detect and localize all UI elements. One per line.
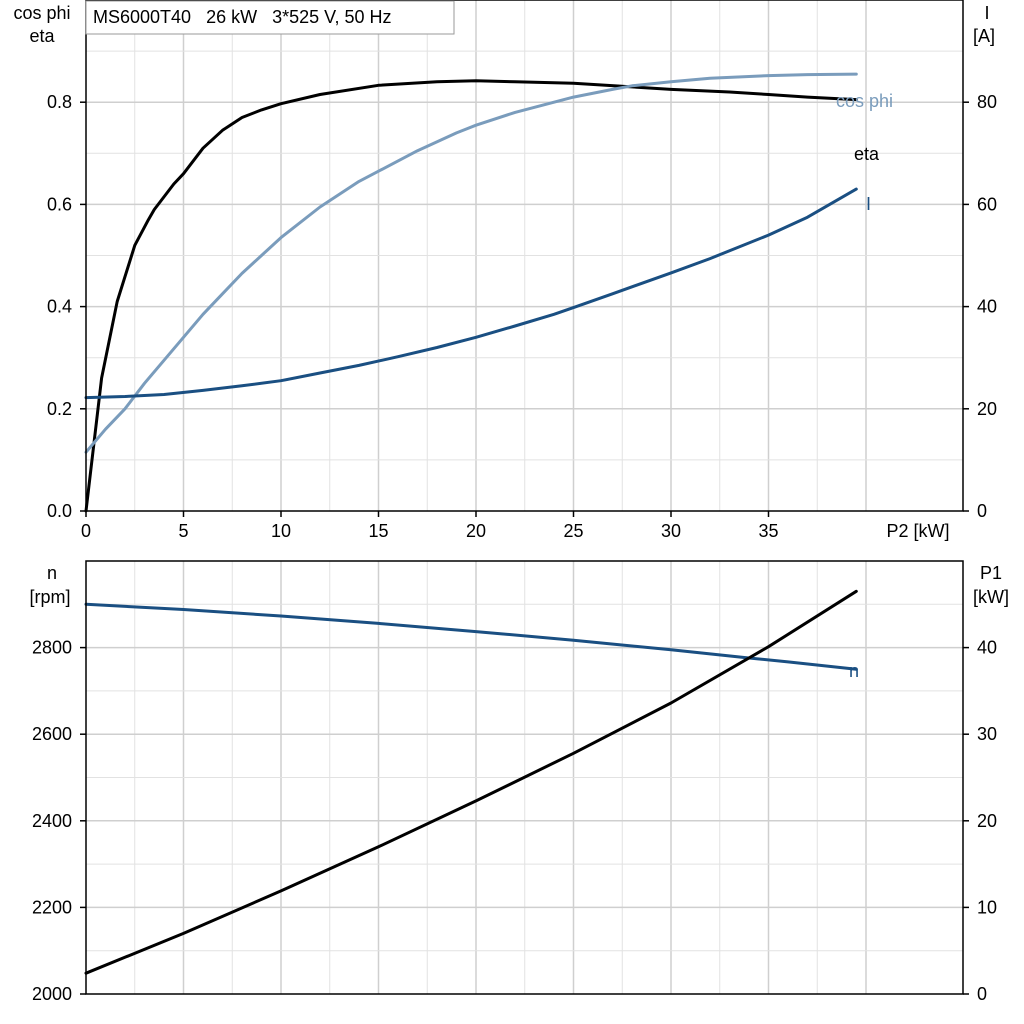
top-left-axis-label-line2: eta <box>29 26 55 46</box>
bot-right-tick-label: 30 <box>977 724 997 744</box>
top-left-tick-label: 0.6 <box>47 194 72 214</box>
bot-right-tick-label: 0 <box>977 984 987 1004</box>
top-left-tick-label: 0.8 <box>47 92 72 112</box>
top-right-tick-label: 0 <box>977 501 987 521</box>
series-label-cos-phi: cos phi <box>836 91 893 111</box>
bot-right-tick-label: 10 <box>977 897 997 917</box>
top-x-tick-label: 20 <box>466 521 486 541</box>
top-x-axis-label: P2 [kW] <box>886 521 949 541</box>
top-x-tick-label: 0 <box>81 521 91 541</box>
top-left-tick-label: 0.0 <box>47 501 72 521</box>
top-left-axis-ticks: 0.0 0.2 0.4 0.6 0.8 <box>47 92 86 521</box>
bot-left-tick-label: 2600 <box>32 724 72 744</box>
bottom-chart-frame <box>85 560 964 995</box>
bottom-right-axis-label-line1: P1 <box>980 563 1002 583</box>
bottom-chart-grid <box>86 561 963 994</box>
bot-right-tick-label: 40 <box>977 638 997 658</box>
series-label-eta: eta <box>854 144 880 164</box>
bottom-left-axis-label-line2: [rpm] <box>29 587 70 607</box>
top-right-tick-label: 60 <box>977 194 997 214</box>
top-right-tick-label: 40 <box>977 297 997 317</box>
top-x-tick-label: 25 <box>563 521 583 541</box>
chart-title: MS6000T40 26 kW 3*525 V, 50 Hz <box>93 7 392 27</box>
top-right-axis-label-line1: I <box>984 3 989 23</box>
series-line-i <box>84 187 858 400</box>
chart-title-box <box>85 0 455 35</box>
series-line-eta <box>84 79 858 513</box>
top-chart-series <box>84 72 858 513</box>
bot-left-tick-label: 2400 <box>32 811 72 831</box>
bottom-left-axis-label-line1: n <box>47 563 57 583</box>
top-chart-grid <box>86 0 963 511</box>
series-line-n <box>84 602 858 671</box>
top-x-axis-ticks: 0 5 10 15 20 25 30 35 <box>81 511 779 541</box>
bottom-chart-panel: 2000 2200 2400 2600 2800 0 10 20 30 40 n [rpm] P… <box>29 560 1009 1004</box>
bot-right-tick-label: 20 <box>977 811 997 831</box>
top-x-tick-label: 35 <box>758 521 778 541</box>
top-left-axis-label-line1: cos phi <box>13 3 70 23</box>
top-right-axis-label-line2: [A] <box>973 26 995 46</box>
top-chart-frame <box>85 0 964 512</box>
top-x-tick-label: 15 <box>368 521 388 541</box>
bottom-right-axis-label-line2: [kW] <box>973 587 1009 607</box>
top-x-tick-label: 30 <box>661 521 681 541</box>
top-right-tick-label: 80 <box>977 92 997 112</box>
top-chart-panel: 0.0 0.2 0.4 0.6 0.8 0 20 40 60 80 0 5 10 15 20 25 30 35… <box>13 0 997 541</box>
bot-left-tick-label: 2800 <box>32 638 72 658</box>
series-label-current: I <box>866 194 871 214</box>
bot-left-tick-label: 2000 <box>32 984 72 1004</box>
bottom-chart-series <box>84 589 858 975</box>
top-right-tick-label: 20 <box>977 399 997 419</box>
series-label-speed: n <box>849 661 859 681</box>
series-line-p1 <box>84 589 858 975</box>
bottom-left-axis-ticks: 2000 2200 2400 2600 2800 <box>32 638 86 1004</box>
bottom-right-axis-ticks: 0 10 20 30 40 <box>963 638 997 1004</box>
top-right-axis-ticks: 0 20 40 60 80 <box>963 92 997 521</box>
top-left-tick-label: 0.2 <box>47 399 72 419</box>
series-line-cos-phi <box>84 72 858 454</box>
top-x-tick-label: 5 <box>178 521 188 541</box>
top-left-tick-label: 0.4 <box>47 297 72 317</box>
top-x-tick-label: 10 <box>271 521 291 541</box>
bot-left-tick-label: 2200 <box>32 897 72 917</box>
